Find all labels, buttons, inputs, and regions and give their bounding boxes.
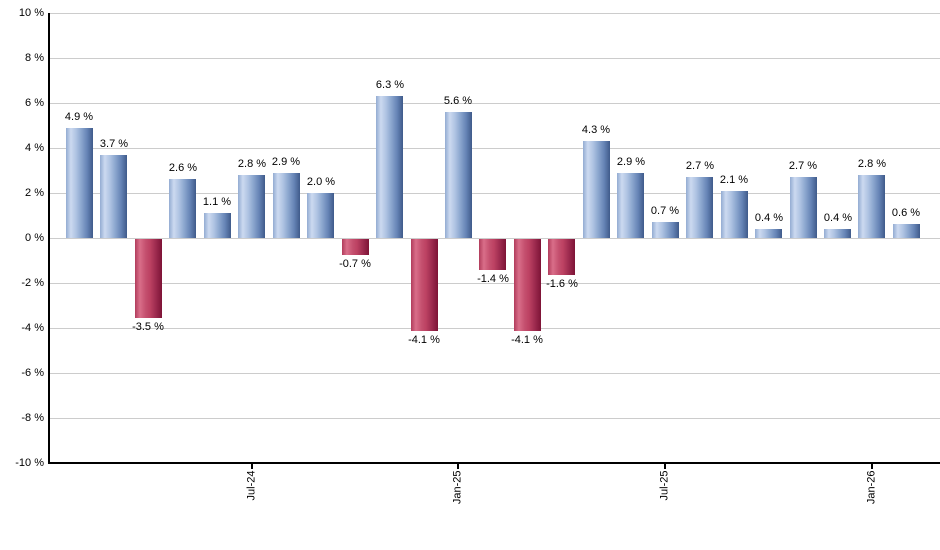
bar — [824, 229, 851, 238]
bar-value-label: 1.1 % — [202, 196, 232, 208]
bar-value-label: 6.3 % — [375, 79, 405, 91]
x-axis-tick-label: Jan-25 — [451, 470, 464, 505]
bar — [238, 175, 265, 238]
x-axis-tick-mark — [871, 464, 873, 469]
x-axis-tick-mark — [457, 464, 459, 469]
y-axis-line — [48, 13, 50, 464]
bar — [411, 239, 438, 331]
bar-value-label: -4.1 % — [511, 334, 543, 346]
gridline — [50, 238, 940, 239]
bar-value-label: 2.7 % — [788, 160, 818, 172]
bar — [169, 179, 196, 238]
bar-value-label: 5.6 % — [443, 95, 473, 107]
bar-value-label: 0.7 % — [650, 205, 680, 217]
y-axis-tick-label: -4 % — [21, 322, 44, 334]
bar-value-label: -1.6 % — [546, 278, 578, 290]
y-axis-tick-label: 10 % — [18, 7, 44, 19]
gridline — [50, 58, 940, 59]
y-axis-tick-label: 4 % — [25, 142, 44, 154]
bar — [617, 173, 644, 238]
gridline — [50, 418, 940, 419]
bar — [204, 213, 231, 238]
bar-value-label: -3.5 % — [132, 321, 164, 333]
bar — [479, 239, 506, 270]
gridline — [50, 373, 940, 374]
bar — [652, 222, 679, 238]
y-axis-tick-label: -2 % — [21, 277, 44, 289]
bar-value-label: 4.3 % — [581, 124, 611, 136]
bar — [342, 239, 369, 255]
bar — [790, 177, 817, 238]
bar-value-label: 2.7 % — [685, 160, 715, 172]
bar-value-label: 2.0 % — [306, 176, 336, 188]
bar — [721, 191, 748, 238]
y-axis-tick-label: 0 % — [25, 232, 44, 244]
bar — [135, 239, 162, 318]
bar — [307, 193, 334, 238]
x-axis-tick-mark — [664, 464, 666, 469]
bar — [514, 239, 541, 331]
gridline — [50, 328, 940, 329]
gridline — [50, 193, 940, 194]
bar — [100, 155, 127, 238]
bar-value-label: 2.8 % — [857, 158, 887, 170]
x-axis-line — [48, 462, 940, 464]
bar-value-label: 2.6 % — [168, 162, 198, 174]
bar-value-label: 2.1 % — [719, 174, 749, 186]
bar-value-label: 0.4 % — [823, 212, 853, 224]
bar — [66, 128, 93, 238]
bar — [548, 239, 575, 275]
x-axis-tick-mark — [251, 464, 253, 469]
bar-value-label: 0.4 % — [754, 212, 784, 224]
bar-value-label: 2.9 % — [616, 156, 646, 168]
y-axis-tick-label: -10 % — [15, 457, 44, 469]
bar-value-label: -0.7 % — [339, 258, 371, 270]
gridline — [50, 283, 940, 284]
gridline — [50, 148, 940, 149]
y-axis-tick-label: -8 % — [21, 412, 44, 424]
bar-value-label: 4.9 % — [64, 111, 94, 123]
bar-value-label: 3.7 % — [99, 138, 129, 150]
bar-value-label: 0.6 % — [891, 207, 921, 219]
bar-value-label: -4.1 % — [408, 334, 440, 346]
bar — [376, 96, 403, 238]
bar-value-label: -1.4 % — [477, 273, 509, 285]
bar — [686, 177, 713, 238]
y-axis-tick-label: -6 % — [21, 367, 44, 379]
bar — [445, 112, 472, 238]
bar — [893, 224, 920, 238]
x-axis-tick-label: Jul-25 — [658, 470, 671, 501]
bar — [583, 141, 610, 238]
bar — [273, 173, 300, 238]
gridline — [50, 103, 940, 104]
bar-value-label: 2.9 % — [271, 156, 301, 168]
bar-value-label: 2.8 % — [237, 158, 267, 170]
gridline — [50, 13, 940, 14]
bar — [755, 229, 782, 238]
x-axis-tick-label: Jul-24 — [245, 470, 258, 501]
y-axis-tick-label: 8 % — [25, 52, 44, 64]
y-axis-tick-label: 2 % — [25, 187, 44, 199]
y-axis-tick-label: 6 % — [25, 97, 44, 109]
x-axis-tick-label: Jan-26 — [865, 470, 878, 505]
bar — [858, 175, 885, 238]
